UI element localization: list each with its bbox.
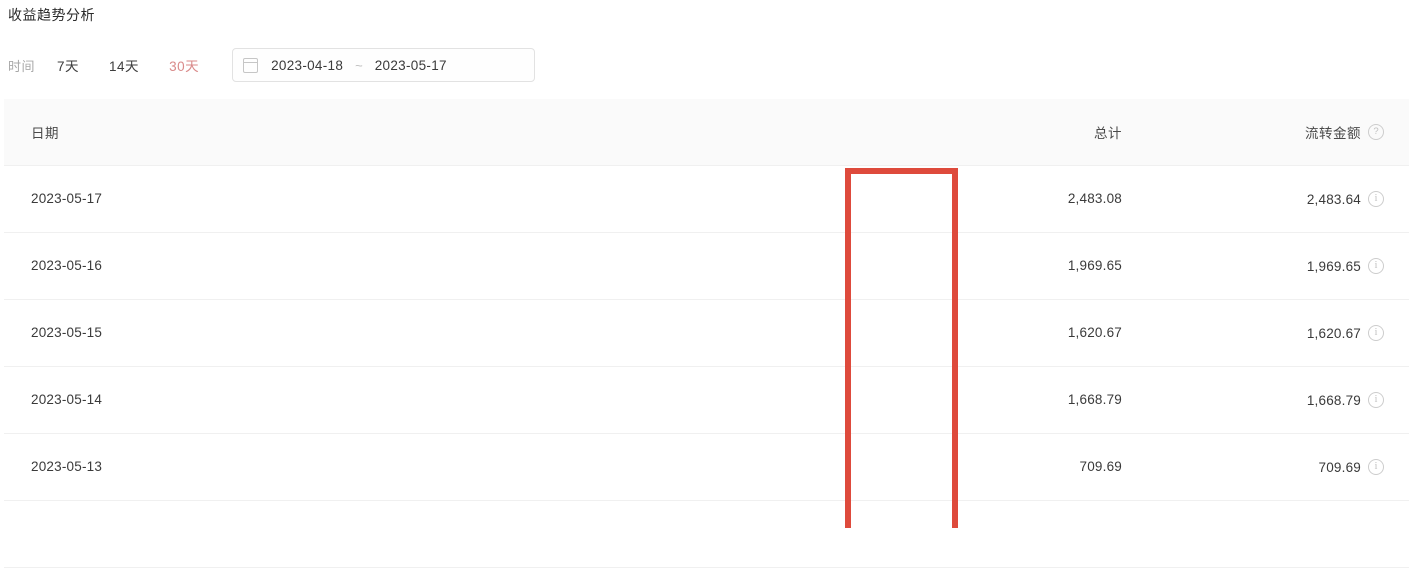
cell-date: 2023-05-14	[4, 391, 839, 409]
cell-total-value: 709.69	[1079, 459, 1122, 474]
cell-flow-value: 1,620.67	[1306, 325, 1361, 341]
cell-date: 2023-05-16	[4, 257, 839, 275]
cell-date: 2023-05-13	[4, 458, 839, 476]
cell-total-value: 1,620.67	[1067, 325, 1122, 340]
calendar-icon	[243, 57, 259, 73]
table-row[interactable]: 2023-05-13 709.69 709.69 i	[4, 434, 1409, 501]
cell-total: 1,620.67	[839, 324, 1139, 342]
cell-date-value: 2023-05-16	[31, 258, 103, 273]
range-tab-14d[interactable]: 14天	[109, 59, 140, 74]
table-header-row: 日期 总计 流转金额 ?	[4, 99, 1409, 166]
cell-total: 709.69	[839, 458, 1139, 476]
info-icon[interactable]: i	[1368, 325, 1384, 341]
info-icon[interactable]: i	[1368, 191, 1384, 207]
cell-date-value: 2023-05-14	[31, 392, 103, 407]
cell-total: 2,483.08	[839, 190, 1139, 208]
info-icon[interactable]: i	[1368, 459, 1384, 475]
cell-total: 1,969.65	[839, 257, 1139, 275]
table-row[interactable]: 2023-05-15 1,620.67 1,620.67 i	[4, 300, 1409, 367]
cell-flow: 1,620.67 i	[1139, 325, 1409, 341]
range-tab-7d[interactable]: 7天	[57, 59, 80, 74]
date-range-picker[interactable]: 2023-04-18 ~ 2023-05-17	[232, 48, 536, 82]
date-range-end[interactable]: 2023-05-17	[374, 57, 447, 73]
cell-date-value: 2023-05-17	[31, 191, 103, 206]
column-header-flow[interactable]: 流转金额 ?	[1139, 122, 1409, 142]
page-title: 收益趋势分析	[8, 7, 95, 23]
cell-date-value: 2023-05-15	[31, 325, 103, 340]
cell-total: 1,668.79	[839, 391, 1139, 409]
date-range-separator: ~	[355, 57, 363, 73]
cell-total-value: 2,483.08	[1067, 191, 1122, 206]
help-icon[interactable]: ?	[1368, 124, 1384, 140]
cell-date: 2023-05-17	[4, 190, 839, 208]
cell-total-value: 1,969.65	[1067, 258, 1122, 273]
info-icon[interactable]: i	[1368, 392, 1384, 408]
cell-flow-value: 2,483.64	[1306, 191, 1361, 207]
cell-flow: 709.69 i	[1139, 459, 1409, 475]
cell-flow: 2,483.64 i	[1139, 191, 1409, 207]
filter-bar: 时间 7天 14天 30天 2023-04-18 ~ 2023-05-17	[8, 48, 536, 82]
cell-flow-value: 1,668.79	[1306, 392, 1361, 408]
cell-total-value: 1,668.79	[1067, 392, 1122, 407]
table-row[interactable]: 2023-05-14 1,668.79 1,668.79 i	[4, 367, 1409, 434]
cell-flow: 1,969.65 i	[1139, 258, 1409, 274]
column-header-flow-label: 流转金额	[1305, 126, 1361, 141]
cell-date: 2023-05-15	[4, 324, 839, 342]
info-icon[interactable]: i	[1368, 258, 1384, 274]
cell-flow: 1,668.79 i	[1139, 392, 1409, 408]
table-row[interactable]	[4, 501, 1409, 568]
cell-flow-value: 1,969.65	[1306, 258, 1361, 274]
table-row[interactable]: 2023-05-17 2,483.08 2,483.64 i	[4, 166, 1409, 233]
range-tab-30d[interactable]: 30天	[169, 59, 200, 74]
column-header-total[interactable]: 总计	[839, 122, 1139, 143]
column-header-total-label: 总计	[1094, 125, 1122, 141]
cell-flow-value: 709.69	[1318, 459, 1361, 475]
table-row[interactable]: 2023-05-16 1,969.65 1,969.65 i	[4, 233, 1409, 300]
column-header-date-label: 日期	[31, 125, 59, 141]
earnings-table: 日期 总计 流转金额 ? 2023-05-17 2,483.08 2,483.6…	[4, 99, 1409, 568]
time-filter-label: 时间	[8, 58, 36, 74]
date-range-start[interactable]: 2023-04-18	[271, 57, 344, 73]
cell-date-value: 2023-05-13	[31, 459, 103, 474]
column-header-date[interactable]: 日期	[4, 122, 839, 143]
